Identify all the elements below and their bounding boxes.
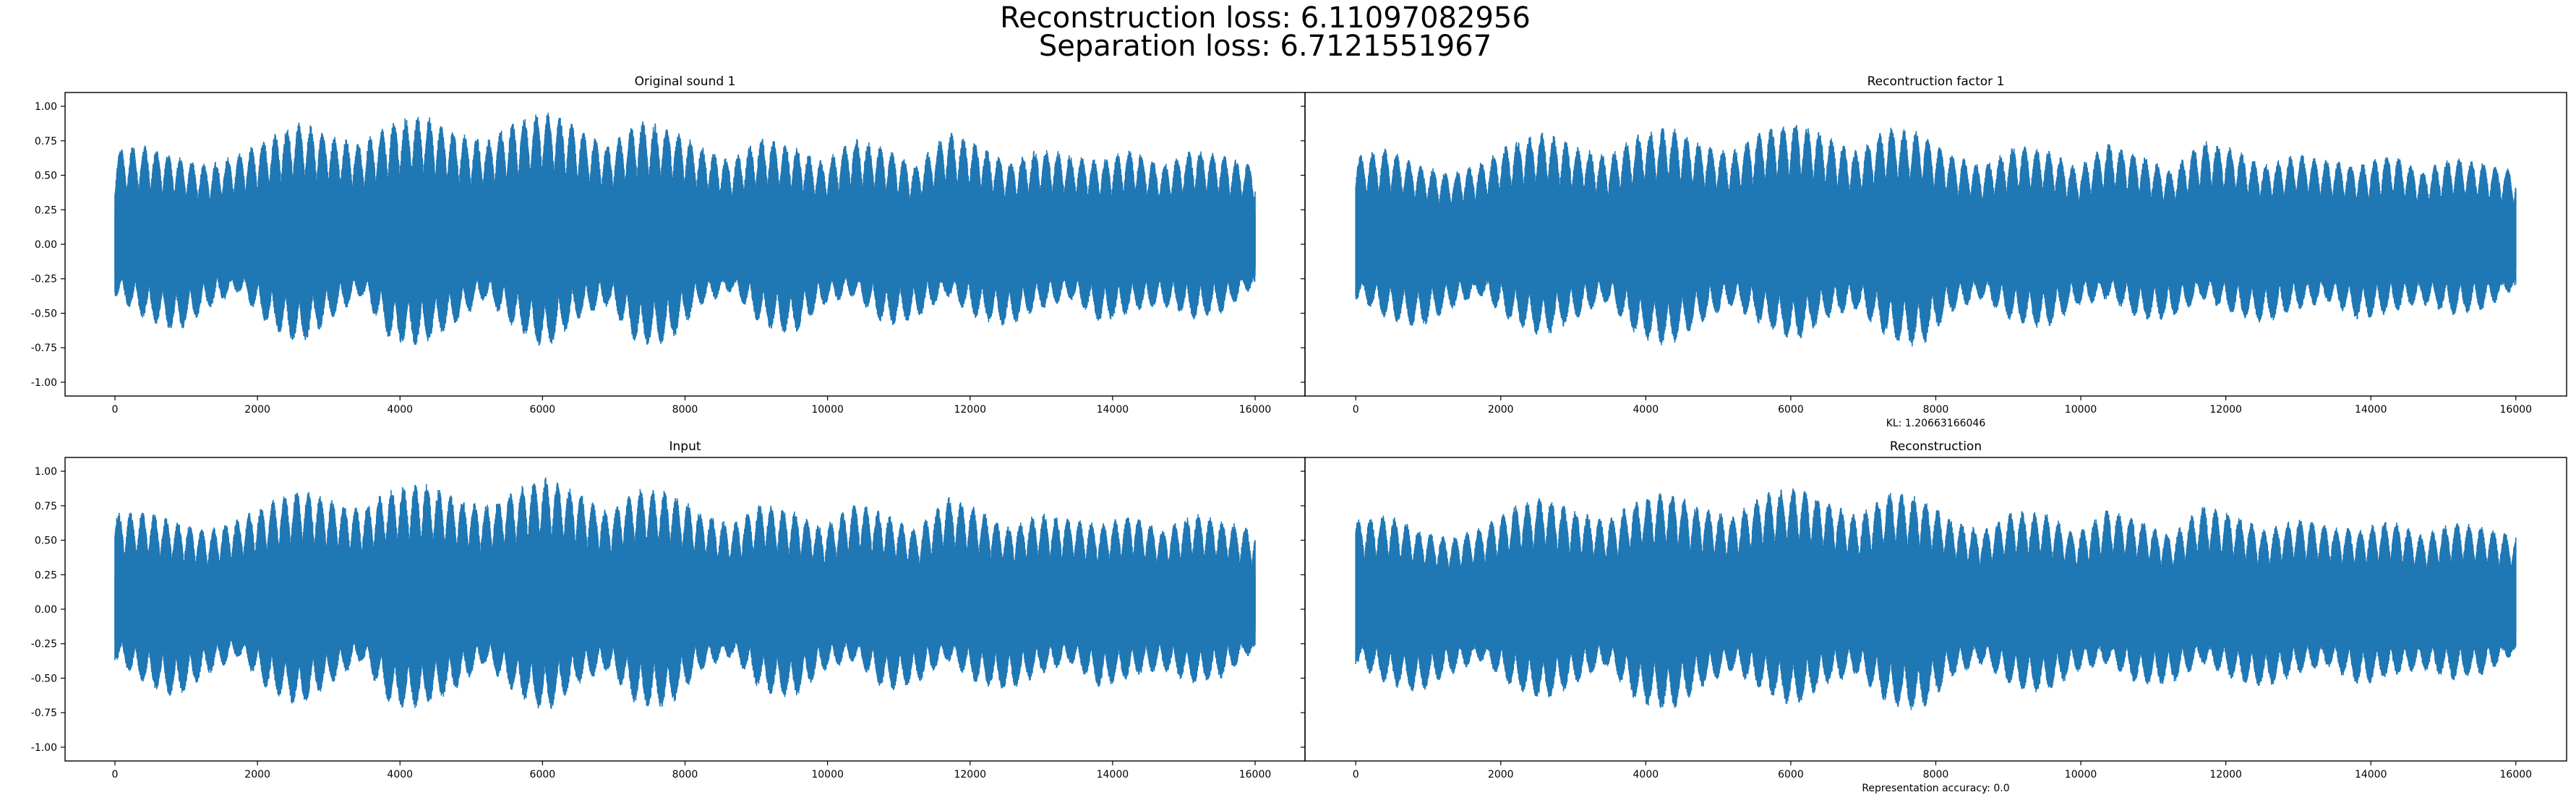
x-axis-label: Representation accuracy: 0.0 bbox=[1862, 783, 2009, 794]
x-tick-label: 10000 bbox=[2065, 769, 2097, 780]
x-tick-label: 16000 bbox=[1239, 404, 1272, 416]
x-tick-label: 4000 bbox=[387, 769, 413, 780]
x-tick-label: 16000 bbox=[1239, 769, 1272, 780]
x-tick-label: 14000 bbox=[1097, 404, 1129, 416]
subplot-original-sound-1: Original sound 1 0 2000 4000 6000 8000 10000 12… bbox=[31, 74, 1306, 416]
x-tick-label: 10000 bbox=[2065, 404, 2097, 416]
subplot-title: Recontruction factor 1 bbox=[1867, 74, 2005, 89]
x-tick-label: 6000 bbox=[1778, 404, 1804, 416]
x-tick-label: 4000 bbox=[1633, 769, 1659, 780]
x-tick-label: 6000 bbox=[530, 769, 556, 780]
x-tick-label: 8000 bbox=[672, 404, 698, 416]
x-tick-label: 10000 bbox=[811, 404, 844, 416]
x-tick-label: 0 bbox=[1353, 769, 1359, 780]
x-tick-label: 6000 bbox=[530, 404, 556, 416]
suptitle-line1: Reconstruction loss: 6.11097082956 bbox=[1000, 1, 1531, 35]
y-tick-label: -1.00 bbox=[31, 742, 57, 754]
x-tick-label: 2000 bbox=[244, 769, 270, 780]
series-core bbox=[1355, 567, 2517, 651]
subplot-reconstruction: Reconstruction 0 2000 4000 6000 8000 10000 1200… bbox=[1301, 439, 2567, 794]
series-core bbox=[1355, 202, 2517, 286]
y-tick-label: 1.00 bbox=[35, 101, 57, 113]
y-tick-label: -0.50 bbox=[31, 673, 57, 684]
y-tick-label: 0.25 bbox=[35, 205, 57, 216]
x-tick-label: 0 bbox=[1353, 404, 1359, 416]
y-tick-label: 0.25 bbox=[35, 569, 57, 581]
y-tick-label: -1.00 bbox=[31, 377, 57, 389]
x-tick-label: 12000 bbox=[954, 769, 986, 780]
x-tick-label: 4000 bbox=[387, 404, 413, 416]
y-tick-label: 0.50 bbox=[35, 536, 57, 547]
x-tick-label: 12000 bbox=[2209, 769, 2242, 780]
subplot-reconstruction-factor-1: Recontruction factor 1 0 2000 4000 6000 8000 1… bbox=[1301, 74, 2567, 429]
y-tick-label: -0.25 bbox=[31, 639, 57, 650]
x-tick-label: 14000 bbox=[1097, 769, 1129, 780]
x-tick-label: 4000 bbox=[1633, 404, 1659, 416]
x-tick-label: 2000 bbox=[1488, 404, 1514, 416]
x-tick-label: 0 bbox=[112, 404, 119, 416]
x-tick-label: 6000 bbox=[1778, 769, 1804, 780]
suptitle-line2: Separation loss: 6.7121551967 bbox=[1039, 30, 1492, 63]
y-tick-label: -0.25 bbox=[31, 274, 57, 285]
y-tick-label: -0.75 bbox=[31, 343, 57, 354]
y-tick-label: 0.00 bbox=[35, 239, 57, 251]
x-tick-label: 10000 bbox=[811, 769, 844, 780]
y-tick-label: 0.50 bbox=[35, 171, 57, 182]
x-tick-label: 8000 bbox=[672, 769, 698, 780]
x-tick-label: 14000 bbox=[2355, 404, 2387, 416]
x-tick-label: 0 bbox=[112, 769, 119, 780]
x-tick-label: 12000 bbox=[954, 404, 986, 416]
x-tick-label: 2000 bbox=[1488, 769, 1514, 780]
subplot-title: Reconstruction bbox=[1890, 439, 1982, 454]
y-tick-label: 0.75 bbox=[35, 501, 57, 512]
x-tick-label: 8000 bbox=[1923, 769, 1949, 780]
x-tick-label: 12000 bbox=[2209, 404, 2242, 416]
x-axis-label: KL: 1.20663166046 bbox=[1886, 418, 1986, 429]
x-tick-label: 2000 bbox=[244, 404, 270, 416]
x-tick-label: 14000 bbox=[2355, 769, 2387, 780]
series-core bbox=[114, 205, 1256, 283]
x-tick-label: 16000 bbox=[2500, 404, 2533, 416]
y-tick-label: 1.00 bbox=[35, 466, 57, 478]
series-core bbox=[114, 570, 1256, 648]
subplot-title: Original sound 1 bbox=[635, 74, 736, 89]
subplot-input: Input 0 2000 4000 6000 8000 10000 12000 14000 160… bbox=[31, 439, 1306, 780]
x-tick-label: 16000 bbox=[2500, 769, 2533, 780]
x-tick-label: 8000 bbox=[1923, 404, 1949, 416]
y-tick-label: -0.75 bbox=[31, 707, 57, 719]
y-tick-label: 0.75 bbox=[35, 136, 57, 147]
y-tick-label: 0.00 bbox=[35, 604, 57, 616]
subplot-title: Input bbox=[669, 439, 701, 454]
y-tick-label: -0.50 bbox=[31, 308, 57, 319]
